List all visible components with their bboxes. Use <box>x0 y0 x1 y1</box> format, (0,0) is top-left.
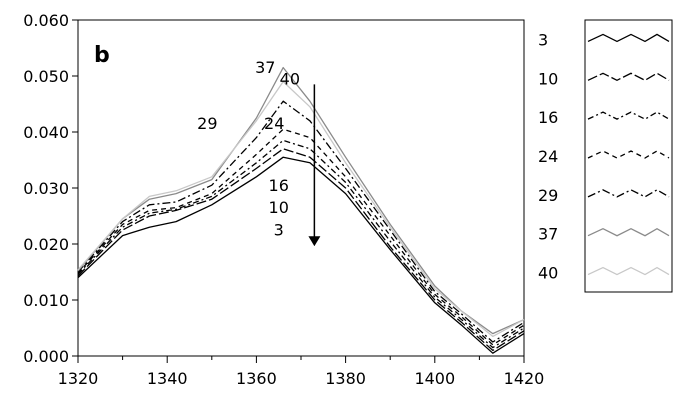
legend-label-37: 37 <box>538 225 558 244</box>
curve-annotations: 37 40 29 24 16 10 3 <box>197 58 321 247</box>
series-line-24 <box>77 128 525 346</box>
series-line-3 <box>77 156 525 354</box>
x-tick-label: 1420 <box>504 369 545 388</box>
series-line-40 <box>77 80 525 338</box>
y-tick-label: 0.030 <box>23 179 69 198</box>
legend-swatch-16 <box>587 111 670 120</box>
legend-labels: 3 10 16 24 29 37 40 <box>538 30 558 282</box>
legend-swatch-37 <box>587 227 670 237</box>
legend-label-3: 3 <box>538 30 548 49</box>
x-axis: 1320 1340 1360 1380 1400 1420 <box>58 356 545 388</box>
curve-label-24: 24 <box>264 114 284 133</box>
legend-label-10: 10 <box>538 69 558 88</box>
x-tick-label: 1400 <box>414 369 455 388</box>
y-tick-label: 0.000 <box>23 347 69 366</box>
plot-area <box>77 19 525 357</box>
x-tick-label: 1340 <box>147 369 188 388</box>
legend-label-24: 24 <box>538 147 558 166</box>
curve-label-16: 16 <box>269 176 289 195</box>
y-tick-label: 0.060 <box>23 11 69 30</box>
panel-label: b <box>94 43 110 68</box>
legend-swatch-3 <box>587 33 670 43</box>
legend-swatch-29 <box>587 189 670 198</box>
legend-swatch-24 <box>587 150 670 159</box>
curve-label-37: 37 <box>255 58 275 77</box>
y-tick-label: 0.010 <box>23 291 69 310</box>
y-tick-label: 0.040 <box>23 123 69 142</box>
x-tick-label: 1360 <box>236 369 277 388</box>
y-axis: 0.000 0.010 0.020 0.030 0.040 0.050 0.060 <box>23 11 78 366</box>
legend-swatch-10 <box>587 72 670 82</box>
x-tick-label: 1320 <box>58 369 99 388</box>
x-tick-label: 1380 <box>325 369 366 388</box>
legend <box>584 19 673 293</box>
curve-label-40: 40 <box>280 69 300 88</box>
plot-border <box>77 19 525 357</box>
y-tick-label: 0.050 <box>23 67 69 86</box>
series-line-16 <box>77 139 525 349</box>
legend-swatch-40 <box>587 266 670 276</box>
legend-frame <box>584 19 673 293</box>
curve-label-3: 3 <box>274 221 284 240</box>
series-lines <box>77 66 525 354</box>
curve-label-10: 10 <box>269 198 289 217</box>
legend-label-29: 29 <box>538 186 558 205</box>
y-tick-label: 0.020 <box>23 235 69 254</box>
series-line-29 <box>77 100 525 343</box>
series-line-10 <box>77 148 525 352</box>
legend-label-16: 16 <box>538 108 558 127</box>
curve-label-29: 29 <box>197 114 217 133</box>
legend-label-40: 40 <box>538 264 558 283</box>
